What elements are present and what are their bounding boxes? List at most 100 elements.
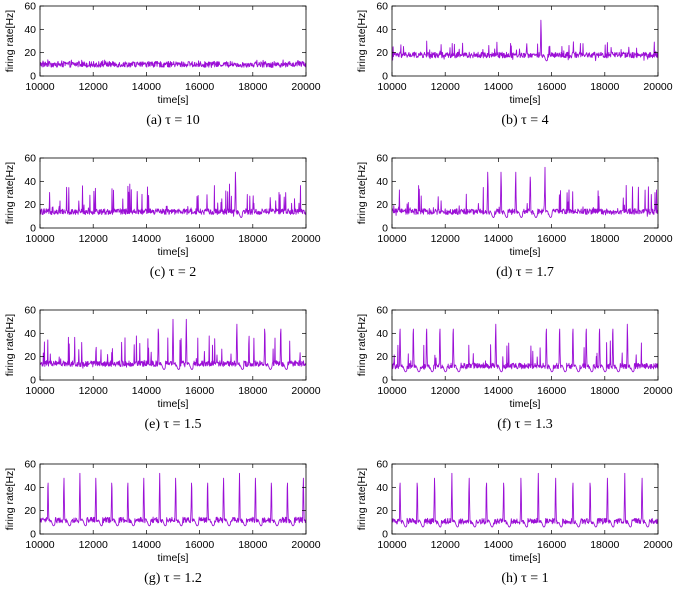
x-tick-label: 20000 xyxy=(643,81,672,93)
x-tick-label: 16000 xyxy=(537,385,566,397)
x-tick-label: 20000 xyxy=(643,233,672,245)
y-tick-label: 60 xyxy=(24,1,36,13)
y-tick-label: 60 xyxy=(24,305,36,317)
x-tick-label: 16000 xyxy=(185,539,214,551)
subplot-f: 0 20 40 60 10000 12000 14000 16000 18000 20000 tim… xyxy=(356,305,673,433)
x-tick-label: 20000 xyxy=(643,539,672,551)
subplot-d: 0 20 40 60 10000 12000 14000 16000 18000 20000 tim… xyxy=(356,153,673,281)
series-line-e xyxy=(40,318,306,370)
series-line-f xyxy=(392,323,658,373)
subplot-caption: (c) τ = 2 xyxy=(150,265,197,280)
subplot-caption: (a) τ = 10 xyxy=(146,113,200,128)
x-tick-label: 16000 xyxy=(185,81,214,93)
x-tick-label: 20000 xyxy=(643,385,672,397)
y-tick-label: 0 xyxy=(382,71,388,83)
x-tick-label: 16000 xyxy=(537,233,566,245)
x-tick-label: 20000 xyxy=(291,385,320,397)
y-axis-label: firing rate[Hz] xyxy=(4,468,16,531)
x-tick-label: 10000 xyxy=(377,233,406,245)
y-tick-label: 40 xyxy=(376,176,388,188)
x-axis-label: time[s] xyxy=(158,552,189,564)
y-tick-label: 60 xyxy=(24,153,36,165)
plot-frame-a xyxy=(39,5,307,77)
x-tick-label: 14000 xyxy=(484,233,513,245)
y-tick-label: 40 xyxy=(24,482,36,494)
subplot-c: 0 20 40 60 10000 12000 14000 16000 18000 20000 tim… xyxy=(4,153,321,281)
y-tick-label: 60 xyxy=(376,153,388,165)
series-line-c xyxy=(40,171,306,218)
x-tick-label: 12000 xyxy=(79,233,108,245)
series-line-b xyxy=(392,19,658,62)
subplot-h: 0 20 40 60 10000 12000 14000 16000 18000 20000 tim… xyxy=(356,459,673,587)
x-tick-label: 12000 xyxy=(431,539,460,551)
y-tick-label: 0 xyxy=(382,375,388,387)
x-tick-label: 20000 xyxy=(291,233,320,245)
y-tick-label: 60 xyxy=(24,459,36,471)
y-tick-label: 0 xyxy=(382,529,388,541)
subplot-caption: (e) τ = 1.5 xyxy=(144,417,201,432)
subplot-caption: (g) τ = 1.2 xyxy=(144,571,202,586)
subplot-caption: (d) τ = 1.7 xyxy=(496,265,554,280)
y-tick-label: 40 xyxy=(376,328,388,340)
x-tick-label: 14000 xyxy=(132,233,161,245)
x-tick-label: 10000 xyxy=(377,539,406,551)
x-tick-label: 20000 xyxy=(291,81,320,93)
y-axis-label: firing rate[Hz] xyxy=(356,10,368,73)
y-tick-label: 20 xyxy=(24,199,36,211)
x-tick-label: 10000 xyxy=(377,81,406,93)
y-tick-label: 20 xyxy=(376,199,388,211)
x-tick-label: 12000 xyxy=(431,233,460,245)
subplot-g: 0 20 40 60 10000 12000 14000 16000 18000 20000 tim… xyxy=(4,459,321,587)
x-tick-label: 18000 xyxy=(590,81,619,93)
subplot-caption: (f) τ = 1.3 xyxy=(497,417,553,432)
x-tick-label: 18000 xyxy=(590,385,619,397)
y-axis-label: firing rate[Hz] xyxy=(4,314,16,377)
y-tick-label: 60 xyxy=(376,1,388,13)
y-tick-label: 0 xyxy=(30,529,36,541)
y-tick-label: 40 xyxy=(24,176,36,188)
y-tick-label: 40 xyxy=(376,482,388,494)
subplot-a: 0 20 40 60 10000 12000 14000 16000 18000 20000 tim… xyxy=(4,1,321,129)
y-tick-label: 20 xyxy=(24,351,36,363)
y-tick-label: 40 xyxy=(24,328,36,340)
y-axis-label: firing rate[Hz] xyxy=(4,10,16,73)
plot-frame-g xyxy=(39,463,307,535)
subplot-b: 0 20 40 60 10000 12000 14000 16000 18000 20000 tim… xyxy=(356,1,673,129)
y-tick-label: 20 xyxy=(376,351,388,363)
x-tick-label: 20000 xyxy=(291,539,320,551)
x-tick-label: 10000 xyxy=(25,385,54,397)
series-line-h xyxy=(392,472,658,528)
x-tick-label: 10000 xyxy=(25,81,54,93)
x-axis-label: time[s] xyxy=(510,246,541,258)
x-tick-label: 16000 xyxy=(185,385,214,397)
y-axis-label: firing rate[Hz] xyxy=(356,162,368,225)
series-line-g xyxy=(40,472,306,527)
plot-frame-e xyxy=(39,309,307,381)
plot-frame-h xyxy=(391,463,659,535)
x-axis-label: time[s] xyxy=(158,398,189,410)
x-tick-label: 14000 xyxy=(132,385,161,397)
x-tick-label: 18000 xyxy=(238,539,267,551)
y-tick-label: 40 xyxy=(376,24,388,36)
x-axis-label: time[s] xyxy=(158,246,189,258)
x-tick-label: 14000 xyxy=(484,539,513,551)
x-tick-label: 18000 xyxy=(590,233,619,245)
x-tick-label: 14000 xyxy=(484,81,513,93)
x-tick-label: 12000 xyxy=(79,539,108,551)
x-tick-label: 18000 xyxy=(590,539,619,551)
x-tick-label: 18000 xyxy=(238,233,267,245)
x-tick-label: 10000 xyxy=(377,385,406,397)
x-tick-label: 14000 xyxy=(132,539,161,551)
x-axis-label: time[s] xyxy=(158,94,189,106)
y-tick-label: 0 xyxy=(30,223,36,235)
series-line-d xyxy=(392,166,658,218)
y-tick-label: 0 xyxy=(382,223,388,235)
y-tick-label: 20 xyxy=(376,47,388,59)
subplot-e: 0 20 40 60 10000 12000 14000 16000 18000 20000 tim… xyxy=(4,305,321,433)
x-axis-label: time[s] xyxy=(510,94,541,106)
y-tick-label: 20 xyxy=(24,47,36,59)
x-axis-label: time[s] xyxy=(510,552,541,564)
x-tick-label: 18000 xyxy=(238,81,267,93)
